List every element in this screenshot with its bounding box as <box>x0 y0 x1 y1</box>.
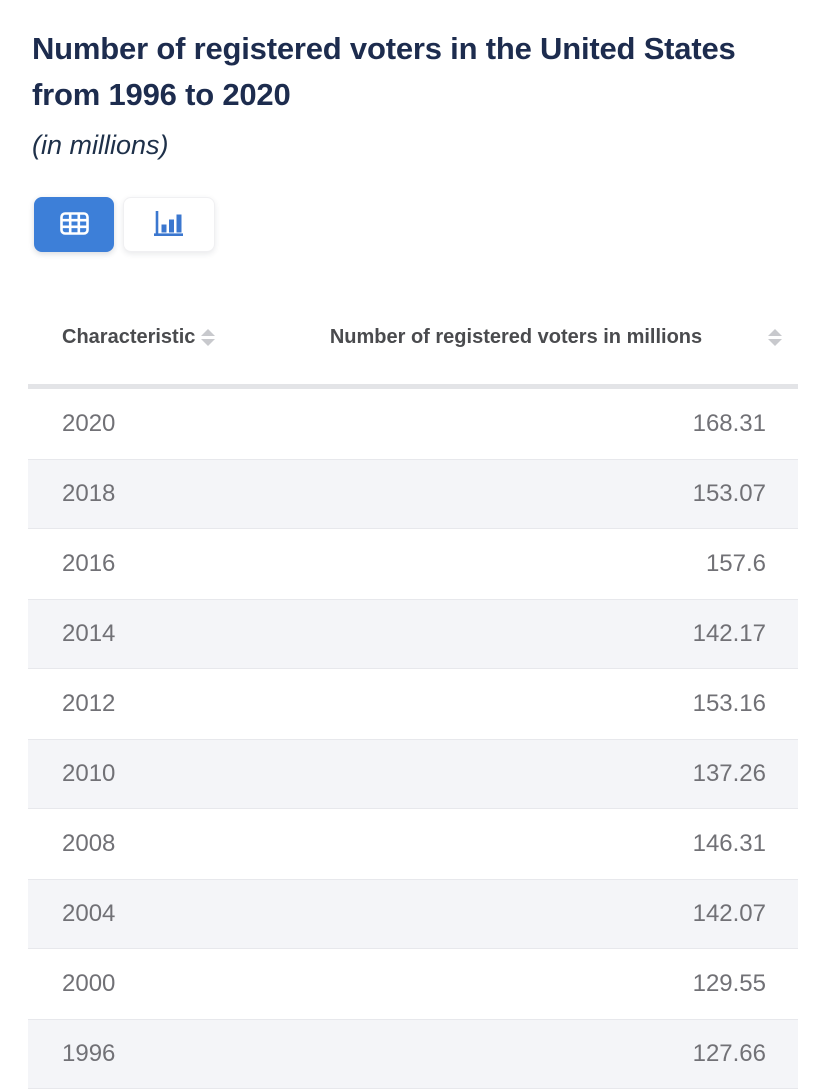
table-row: 2020 168.31 <box>28 389 798 459</box>
row-value-cell: 146.31 <box>692 830 766 857</box>
table-row: 2016 157.6 <box>28 529 798 599</box>
table-grid-icon <box>59 211 89 238</box>
data-table: Characteristic Number of registered vote… <box>28 290 798 1092</box>
table-row: 2012 153.16 <box>28 669 798 739</box>
column-header-label: Characteristic <box>62 325 196 348</box>
column-header-label: Number of registered voters in millions <box>329 326 703 348</box>
row-year-cell: 1996 <box>62 1040 116 1067</box>
view-toggle <box>34 197 798 252</box>
row-year-cell: 2020 <box>62 410 116 437</box>
page-subtitle: (in millions) <box>32 130 169 160</box>
column-header-characteristic[interactable]: Characteristic <box>28 326 280 349</box>
row-year-cell: 2016 <box>62 550 116 577</box>
table-body: 2020 168.31 2018 153.07 2016 157.6 2014 … <box>28 389 798 1089</box>
table-header: Characteristic Number of registered vote… <box>28 290 798 384</box>
sort-icon[interactable] <box>201 328 216 346</box>
row-year-cell: 2008 <box>62 830 116 857</box>
row-year-cell: 2010 <box>62 760 116 787</box>
row-value-cell: 127.66 <box>692 1040 766 1067</box>
table-view-button[interactable] <box>34 197 114 252</box>
row-year-cell: 2000 <box>62 970 116 997</box>
row-value-cell: 142.17 <box>692 620 766 647</box>
row-value-cell: 157.6 <box>705 550 766 577</box>
statistic-page: Number of registered voters in the Unite… <box>0 26 828 1092</box>
table-row: 2004 142.07 <box>28 879 798 949</box>
table-row: 2008 146.31 <box>28 809 798 879</box>
column-header-value[interactable]: Number of registered voters in millions <box>280 323 752 351</box>
row-value-cell: 153.16 <box>692 690 766 717</box>
table-row: 2014 142.17 <box>28 599 798 669</box>
chart-view-button[interactable] <box>123 197 215 252</box>
row-year-cell: 2014 <box>62 620 116 647</box>
header-separator <box>28 384 798 389</box>
table-row: 2018 153.07 <box>28 459 798 529</box>
row-year-cell: 2012 <box>62 690 116 717</box>
page-title: Number of registered voters in the Unite… <box>32 31 736 112</box>
row-value-cell: 168.31 <box>692 410 766 437</box>
row-year-cell: 2018 <box>62 480 116 507</box>
table-row: 1996 127.66 <box>28 1019 798 1089</box>
table-row: 2000 129.55 <box>28 949 798 1019</box>
row-value-cell: 153.07 <box>692 480 766 507</box>
row-value-cell: 137.26 <box>692 760 766 787</box>
table-row: 2010 137.26 <box>28 739 798 809</box>
bar-chart-icon <box>153 210 185 240</box>
row-value-cell: 129.55 <box>692 970 766 997</box>
row-value-cell: 142.07 <box>692 900 766 927</box>
sort-icon[interactable] <box>752 328 798 346</box>
row-year-cell: 2004 <box>62 900 116 927</box>
